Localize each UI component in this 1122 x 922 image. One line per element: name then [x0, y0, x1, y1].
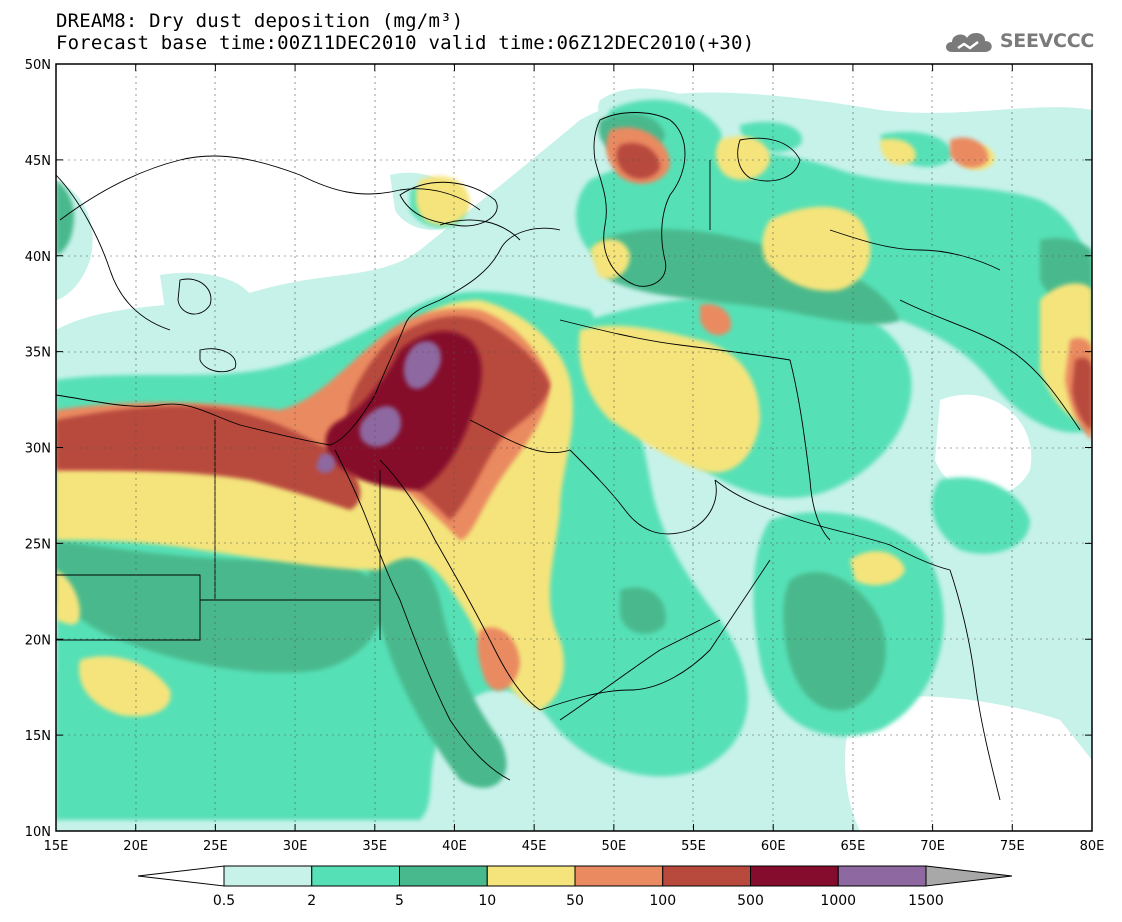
lon-tick-label: 25E [203, 839, 228, 854]
logo-text: SEEVCCC [999, 30, 1094, 52]
colorbar-low-arrow [137, 865, 225, 887]
dust-level-500 [325, 331, 482, 490]
colorbar: 0.5 2 5 10 50 100 500 1000 1500 [137, 865, 1013, 909]
lat-tick-label: 10N [25, 825, 51, 840]
lon-tick-label: 30E [283, 839, 308, 854]
lon-tick-label: 35E [362, 839, 387, 854]
colorbar-swatch [311, 865, 400, 887]
lon-tick-label: 60E [761, 839, 786, 854]
lon-tick-label: 55E [681, 839, 706, 854]
lat-tick-label: 20N [25, 633, 51, 648]
lon-tick-label: 15E [44, 839, 69, 854]
colorbar-label: 0.5 [213, 893, 235, 909]
lat-tick-label: 40N [25, 250, 51, 265]
colorbar-high-arrow [925, 865, 1013, 887]
colorbar-label: 10 [478, 893, 496, 909]
lon-tick-label: 70E [920, 839, 945, 854]
map-axes: 15E 20E 25E 30E 35E 40E 45E 50E 55E 60E 65E 70E 75E 8… [25, 58, 1105, 854]
lon-tick-label: 45E [522, 839, 547, 854]
seevccc-logo: SEEVCCC [942, 26, 1094, 56]
colorbar-label: 5 [395, 893, 404, 909]
dust-field [56, 88, 1092, 831]
lon-tick-label: 65E [841, 839, 866, 854]
map-title: DREAM8: Dry dust deposition (mg/m³) [56, 10, 464, 32]
colorbar-swatch [837, 865, 927, 887]
cloud-logo-icon [945, 32, 992, 52]
lat-tick-label: 25N [25, 537, 51, 552]
lat-tick-label: 50N [25, 58, 51, 73]
dust-level-1000 [316, 341, 441, 474]
lon-tick-label: 80E [1080, 839, 1105, 854]
lon-tick-label: 50E [601, 839, 626, 854]
colorbar-label: 1500 [908, 893, 944, 909]
lat-tick-label: 15N [25, 729, 51, 744]
colorbar-swatch [750, 865, 839, 887]
lat-tick-label: 35N [25, 346, 51, 361]
lat-tick-label: 45N [25, 154, 51, 169]
colorbar-swatch [662, 865, 751, 887]
colorbar-swatch [399, 865, 488, 887]
colorbar-swatch [574, 865, 664, 887]
colorbar-label: 100 [649, 893, 676, 909]
lon-tick-label: 40E [442, 839, 467, 854]
colorbar-label: 50 [566, 893, 584, 909]
lon-tick-label: 20E [123, 839, 148, 854]
colorbar-swatch [486, 865, 576, 887]
forecast-time-subtitle: Forecast base time:00Z11DEC2010 valid ti… [56, 32, 755, 54]
lat-tick-label: 30N [25, 442, 51, 457]
colorbar-label: 500 [737, 893, 764, 909]
colorbar-swatch [223, 865, 313, 887]
colorbar-label: 2 [307, 893, 316, 909]
dust-level-5 [56, 112, 1092, 788]
lon-tick-label: 75E [1000, 839, 1025, 854]
colorbar-label: 1000 [820, 893, 856, 909]
gridlines [56, 64, 1092, 831]
